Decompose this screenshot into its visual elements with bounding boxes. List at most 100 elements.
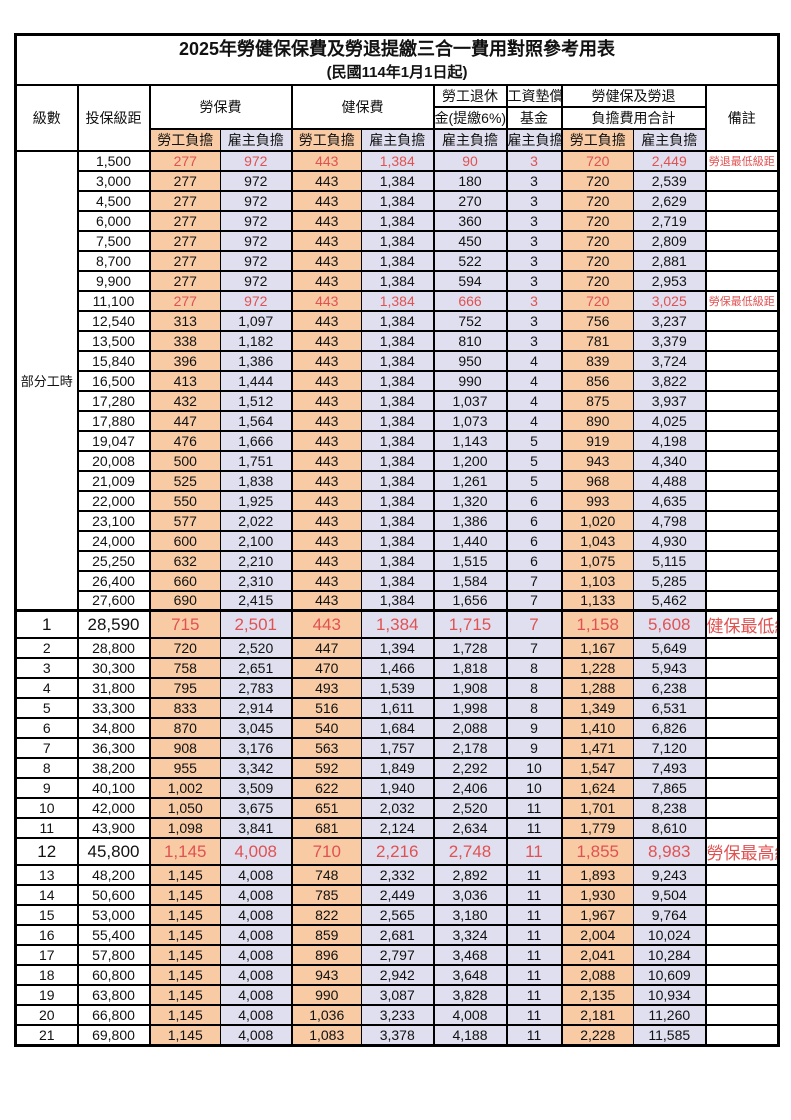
labor-fee-employer-cell: 972 — [220, 209, 293, 232]
table-row: 17,880 447 1,564 443 1,384 1,073 4 890 4,025 — [16, 409, 780, 432]
total-worker-cell: 856 — [560, 369, 634, 392]
table-row: 9,900 277 972 443 1,384 594 3 720 2,953 — [16, 269, 780, 292]
health-fee-worker-cell: 622 — [290, 777, 362, 799]
health-fee-employer-cell: 1,384 — [361, 209, 435, 232]
bracket-cell: 69,800 — [76, 1024, 151, 1046]
level-cell: 1 — [14, 609, 79, 639]
labor-fee-employer-cell: 1,925 — [220, 489, 293, 512]
wage-fund-employer-cell: 11 — [505, 964, 563, 986]
health-fee-worker-cell: 470 — [290, 657, 362, 679]
health-fee-worker-cell: 443 — [290, 349, 362, 372]
total-worker-cell: 1,410 — [560, 717, 634, 739]
labor-fee-worker-cell: 715 — [148, 609, 221, 639]
labor-fee-employer-cell: 1,386 — [220, 349, 293, 372]
labor-fee-worker-cell: 396 — [148, 349, 221, 372]
header-labor-fee: 勞保費 — [148, 83, 293, 130]
labor-fee-employer-cell: 972 — [220, 149, 293, 172]
note-cell: 勞保最高級距 — [704, 837, 780, 866]
fee-comparison-table: 2025年勞健保保費及勞退提繳三合一費用對照參考用表 (民國114年1月1日起)… — [14, 33, 781, 1047]
health-fee-employer-cell: 1,384 — [361, 169, 435, 192]
table-row: 19,047 476 1,666 443 1,384 1,143 5 919 4,198 — [16, 429, 780, 452]
health-fee-employer-cell: 2,124 — [361, 817, 435, 839]
health-fee-worker-cell: 990 — [290, 984, 362, 1006]
note-cell — [704, 329, 780, 352]
wage-fund-employer-cell: 8 — [505, 697, 563, 719]
health-fee-worker-cell: 785 — [290, 884, 362, 906]
pension-employer-cell: 450 — [432, 229, 508, 252]
note-cell — [704, 369, 780, 392]
total-employer-cell: 4,025 — [633, 409, 707, 432]
labor-fee-worker-cell: 1,002 — [148, 777, 221, 799]
health-fee-worker-cell: 443 — [290, 449, 362, 472]
bracket-cell: 23,100 — [76, 509, 151, 532]
labor-fee-worker-cell: 720 — [148, 637, 221, 659]
pension-employer-cell: 4,188 — [432, 1024, 508, 1046]
labor-fee-employer-cell: 4,008 — [220, 984, 293, 1006]
level-cell: 12 — [14, 837, 79, 866]
labor-fee-worker-cell: 955 — [148, 757, 221, 779]
labor-fee-worker-cell: 577 — [148, 509, 221, 532]
total-worker-cell: 720 — [560, 289, 634, 312]
health-fee-employer-cell: 2,797 — [361, 944, 435, 966]
total-employer-cell: 5,649 — [633, 637, 707, 659]
header-health-fee: 健保費 — [290, 83, 435, 130]
total-employer-cell: 10,609 — [633, 964, 707, 986]
pension-employer-cell: 990 — [432, 369, 508, 392]
note-cell — [704, 697, 780, 719]
labor-fee-employer-cell: 3,045 — [220, 717, 293, 739]
wage-fund-employer-cell: 5 — [505, 429, 563, 452]
table-row: 13,500 338 1,182 443 1,384 810 3 781 3,379 — [16, 329, 780, 352]
table-row: 11,100 277 972 443 1,384 666 3 720 3,025 勞保最低級距 — [16, 289, 780, 312]
health-fee-worker-cell: 896 — [290, 944, 362, 966]
labor-fee-worker-cell: 1,145 — [148, 1024, 221, 1046]
pension-employer-cell: 2,520 — [432, 797, 508, 819]
total-worker-cell: 1,167 — [560, 637, 634, 659]
table-row: 3 30,300 758 2,651 470 1,466 1,818 8 1,228 5,943 — [14, 657, 780, 679]
health-fee-worker-cell: 516 — [290, 697, 362, 719]
labor-fee-employer-cell: 3,841 — [220, 817, 293, 839]
header-bracket: 投保級距 — [76, 83, 151, 152]
health-fee-employer-cell: 1,384 — [361, 489, 435, 512]
labor-fee-worker-cell: 432 — [148, 389, 221, 412]
header-total-bottom: 負擔費用合計 — [560, 105, 707, 130]
table-row: 20,008 500 1,751 443 1,384 1,200 5 943 4,340 — [16, 449, 780, 472]
total-employer-cell: 3,025 — [633, 289, 707, 312]
pension-employer-cell: 666 — [432, 289, 508, 312]
labor-fee-worker-cell: 1,145 — [148, 984, 221, 1006]
note-cell — [704, 449, 780, 472]
pension-employer-cell: 594 — [432, 269, 508, 292]
health-fee-employer-cell: 1,384 — [361, 409, 435, 432]
header-pension-bottom: 金(提繳6%) — [432, 105, 508, 130]
labor-fee-employer-cell: 972 — [220, 229, 293, 252]
subheader-total-employer: 雇主負擔 — [633, 127, 707, 152]
health-fee-employer-cell: 1,384 — [361, 329, 435, 352]
health-fee-employer-cell: 1,384 — [361, 289, 435, 312]
total-worker-cell: 2,004 — [560, 924, 634, 946]
total-worker-cell: 720 — [560, 269, 634, 292]
subheader-labor-worker: 勞工負擔 — [148, 127, 221, 152]
labor-fee-employer-cell: 2,520 — [220, 637, 293, 659]
note-cell — [704, 429, 780, 452]
wage-fund-employer-cell: 4 — [505, 409, 563, 432]
health-fee-employer-cell: 2,942 — [361, 964, 435, 986]
pension-employer-cell: 180 — [432, 169, 508, 192]
pension-employer-cell: 1,908 — [432, 677, 508, 699]
wage-fund-employer-cell: 3 — [505, 309, 563, 332]
labor-fee-employer-cell: 2,310 — [220, 569, 293, 592]
labor-fee-employer-cell: 1,564 — [220, 409, 293, 432]
total-employer-cell: 10,284 — [633, 944, 707, 966]
wage-fund-employer-cell: 6 — [505, 549, 563, 572]
wage-fund-employer-cell: 11 — [505, 1024, 563, 1046]
spreadsheet-page: 2025年勞健保保費及勞退提繳三合一費用對照參考用表 (民國114年1月1日起)… — [14, 33, 781, 1047]
labor-fee-employer-cell: 4,008 — [220, 1004, 293, 1026]
total-worker-cell: 2,088 — [560, 964, 634, 986]
note-cell — [704, 637, 780, 659]
wage-fund-employer-cell: 3 — [505, 269, 563, 292]
bracket-cell: 55,400 — [76, 924, 151, 946]
table-row: 27,600 690 2,415 443 1,384 1,656 7 1,133 5,462 — [16, 589, 780, 612]
pension-employer-cell: 1,320 — [432, 489, 508, 512]
pension-employer-cell: 2,748 — [432, 837, 508, 866]
labor-fee-worker-cell: 1,098 — [148, 817, 221, 839]
total-employer-cell: 9,764 — [633, 904, 707, 926]
labor-fee-employer-cell: 972 — [220, 189, 293, 212]
